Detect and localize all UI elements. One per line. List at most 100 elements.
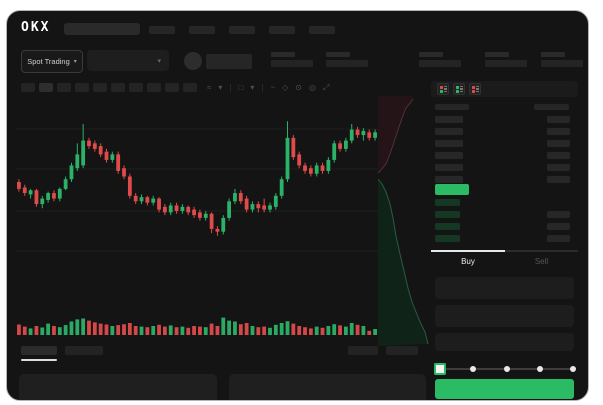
chevron-down-icon[interactable]: ▾ (218, 83, 223, 92)
slider-stop[interactable] (503, 366, 510, 372)
volume-bar (127, 323, 132, 335)
bid-price-placeholder[interactable] (435, 199, 460, 206)
candle-body (127, 176, 132, 196)
bid-price-placeholder[interactable] (435, 235, 460, 242)
app-window: OKX Spot Trading ▾ ▾ ≈ ▾ | □ ▾ | ~ ◇ ⊙ ◎ ⤢ Buy Sell (6, 10, 589, 401)
orderbook-combined-view-icon[interactable] (437, 83, 449, 95)
stat-value-placeholder (271, 60, 313, 67)
volume-bar (98, 323, 103, 335)
candle-body (92, 143, 97, 149)
bid-amount-placeholder (547, 223, 570, 230)
main-nav (149, 26, 335, 34)
candle-body (373, 132, 377, 138)
volume-bar (203, 327, 208, 335)
total-input[interactable] (435, 333, 574, 351)
nav-item-placeholder[interactable] (309, 26, 335, 34)
slider-stop[interactable] (536, 366, 543, 372)
volume-bar (81, 318, 86, 335)
ask-price-placeholder[interactable] (435, 140, 463, 147)
bottom-tab-2[interactable] (65, 346, 103, 355)
timeframe-button[interactable] (39, 83, 53, 92)
chevron-down-icon[interactable]: ▾ (250, 83, 255, 92)
slider-handle[interactable] (434, 363, 446, 375)
amount-input[interactable] (435, 305, 574, 327)
buy-submit-button[interactable] (435, 379, 574, 399)
bottom-tab-1[interactable] (21, 346, 57, 355)
orderbook-asks-view-icon[interactable] (469, 83, 481, 95)
last-price-badge[interactable] (435, 184, 469, 195)
timeframe-button[interactable] (183, 83, 197, 92)
candle-body (215, 228, 220, 232)
candle-body (46, 193, 51, 200)
stat-value-placeholder (419, 60, 461, 67)
ask-price-placeholder[interactable] (435, 116, 463, 123)
timeframe-button[interactable] (147, 83, 161, 92)
volume-bar (180, 326, 185, 335)
nav-item-placeholder[interactable] (269, 26, 295, 34)
bid-price-placeholder[interactable] (435, 223, 460, 230)
ask-price-placeholder[interactable] (435, 152, 463, 159)
candle-body (180, 206, 185, 211)
candle-body (244, 198, 249, 210)
stat-value-placeholder (541, 60, 583, 67)
ask-price-placeholder[interactable] (435, 176, 463, 183)
timeframe-button[interactable] (21, 83, 35, 92)
bid-price-placeholder[interactable] (435, 211, 460, 218)
volume-bar (367, 330, 372, 335)
volume-bar (122, 324, 126, 335)
ask-amount-placeholder (547, 140, 570, 147)
slider-stop[interactable] (570, 366, 576, 372)
candle-body (238, 193, 243, 202)
nav-item-placeholder[interactable] (149, 26, 175, 34)
tab-buy[interactable]: Buy (461, 257, 475, 266)
camera-icon[interactable]: ⊙ (295, 83, 302, 92)
orderbook-amount-header (534, 104, 569, 110)
candle-body (349, 129, 354, 141)
ask-price-placeholder[interactable] (435, 164, 463, 171)
timeframe-button[interactable] (57, 83, 71, 92)
candle-body (162, 206, 167, 213)
volume-bar (326, 326, 331, 335)
stat-label-placeholder (541, 52, 565, 57)
volume-bar (145, 327, 150, 335)
chart-footer-control-2[interactable] (386, 346, 418, 355)
volume-bar (291, 323, 296, 335)
bid-amount-placeholder (547, 211, 570, 218)
tab-sell[interactable]: Sell (534, 257, 549, 266)
symbol-dropdown[interactable]: ▾ (87, 50, 169, 71)
slider-stop[interactable] (470, 366, 477, 372)
volume-bar (233, 321, 237, 335)
depth-chart[interactable] (378, 96, 431, 346)
ask-price-placeholder[interactable] (435, 128, 463, 135)
volume-bar (361, 326, 366, 335)
candle-body (314, 165, 319, 174)
volume-bar (221, 317, 226, 335)
candle-body (320, 165, 325, 171)
settings-icon[interactable]: ◎ (308, 83, 316, 92)
candle-body (17, 182, 21, 189)
timeframe-button[interactable] (93, 83, 107, 92)
orderbook-bids-view-icon[interactable] (453, 83, 465, 95)
volume-bar (186, 327, 191, 335)
price-input[interactable] (435, 277, 574, 299)
overlay-icon[interactable]: □ (238, 83, 244, 92)
volume-bar (332, 324, 337, 335)
candle-body (145, 197, 150, 203)
timeframe-button[interactable] (129, 83, 143, 92)
trendline-icon[interactable]: ~ (270, 83, 276, 92)
candlestick-chart[interactable] (16, 99, 378, 339)
market-type-dropdown[interactable]: Spot Trading ▾ (21, 50, 83, 73)
volume-bar (52, 326, 56, 335)
timeframe-button[interactable] (165, 83, 179, 92)
draw-icon[interactable]: ◇ (282, 83, 289, 92)
indicator-icon[interactable]: ≈ (207, 83, 212, 92)
nav-item-placeholder[interactable] (189, 26, 215, 34)
nav-item-placeholder[interactable] (229, 26, 255, 34)
timeframe-button[interactable] (111, 83, 125, 92)
volume-bar (262, 326, 267, 335)
chart-footer-control-1[interactable] (348, 346, 378, 355)
fullscreen-icon[interactable]: ⤢ (322, 82, 330, 92)
search-input[interactable] (64, 23, 140, 35)
timeframe-button[interactable] (75, 83, 89, 92)
candle-body (227, 201, 232, 218)
